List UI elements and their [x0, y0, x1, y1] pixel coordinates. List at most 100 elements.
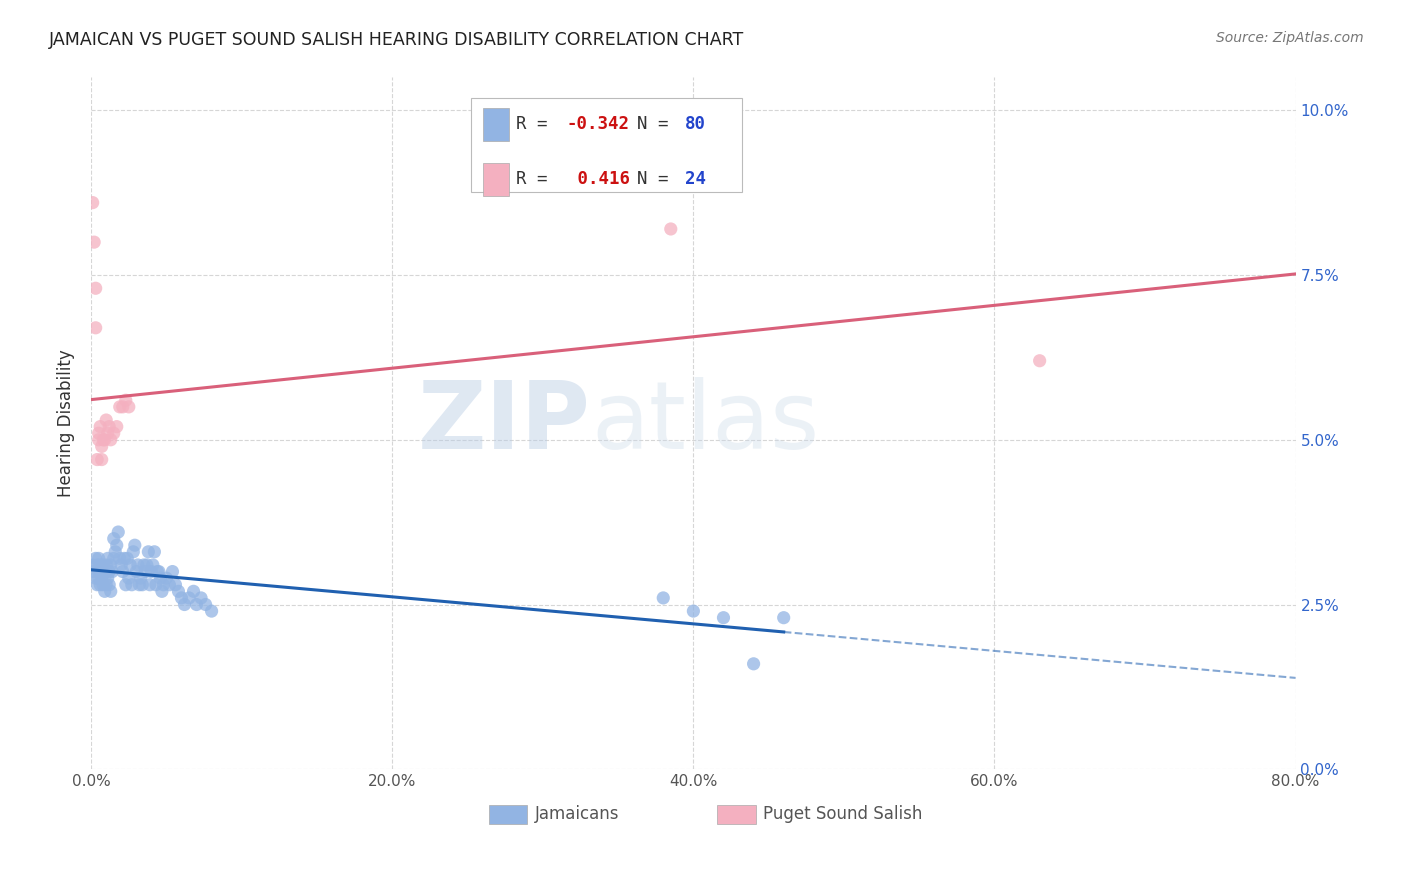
Point [93, 433, 115, 447]
Point [87, 571, 110, 585]
Point [103, 426, 125, 441]
Text: R =: R = [516, 170, 558, 188]
Point [108, 400, 131, 414]
Point [82, 195, 104, 210]
Point [91, 578, 114, 592]
Point [118, 571, 141, 585]
Point [98, 578, 121, 592]
Point [110, 558, 132, 572]
Point [142, 558, 165, 572]
Point [91, 558, 114, 572]
Point [86, 578, 108, 592]
Point [87, 565, 110, 579]
Point [89, 558, 111, 572]
Point [98, 419, 121, 434]
Point [96, 565, 118, 579]
Point [100, 584, 122, 599]
Point [128, 578, 150, 592]
Point [89, 578, 111, 592]
Bar [717, 805, 756, 824]
Point [190, 591, 212, 605]
Point [183, 584, 205, 599]
Point [96, 558, 118, 572]
Text: R =: R = [516, 115, 558, 134]
Point [120, 558, 142, 572]
FancyBboxPatch shape [471, 98, 741, 192]
Point [97, 426, 120, 441]
Point [89, 419, 111, 434]
Point [84, 320, 107, 334]
Point [177, 591, 200, 605]
Point [105, 538, 128, 552]
Point [105, 419, 128, 434]
Point [97, 551, 120, 566]
Point [111, 400, 134, 414]
Point [186, 598, 208, 612]
Point [100, 433, 122, 447]
Y-axis label: Hearing Disability: Hearing Disability [58, 350, 75, 497]
Text: N =: N = [637, 115, 679, 134]
Point [121, 578, 143, 592]
Point [122, 545, 145, 559]
Point [114, 393, 136, 408]
Text: ZIP: ZIP [418, 377, 591, 469]
Point [96, 578, 118, 592]
Point [155, 571, 177, 585]
Point [83, 235, 105, 249]
Point [162, 565, 184, 579]
Point [129, 571, 152, 585]
Point [139, 578, 162, 592]
Point [124, 538, 146, 552]
Point [682, 604, 704, 618]
Point [194, 598, 217, 612]
Point [97, 571, 120, 585]
Text: N =: N = [637, 170, 679, 188]
Text: Jamaicans: Jamaicans [534, 805, 619, 823]
Point [108, 551, 131, 566]
Point [93, 565, 115, 579]
Point [159, 578, 181, 592]
Point [90, 571, 112, 585]
Point [141, 565, 163, 579]
Point [96, 413, 118, 427]
Point [87, 426, 110, 441]
Point [83, 565, 105, 579]
Text: 24: 24 [685, 170, 706, 188]
Point [84, 281, 107, 295]
Point [200, 604, 222, 618]
Text: 0.416: 0.416 [567, 170, 630, 188]
Text: 80: 80 [685, 115, 706, 134]
Point [135, 558, 157, 572]
Point [93, 584, 115, 599]
Point [111, 565, 134, 579]
Point [713, 610, 735, 624]
Text: Puget Sound Salish: Puget Sound Salish [763, 805, 922, 823]
Point [1028, 353, 1050, 368]
Point [170, 591, 193, 605]
Point [145, 578, 167, 592]
Bar [489, 805, 527, 824]
Point [659, 222, 682, 236]
Text: -0.342: -0.342 [567, 115, 630, 134]
Point [143, 545, 166, 559]
Point [652, 591, 675, 605]
Point [90, 439, 112, 453]
Point [150, 584, 173, 599]
Point [91, 433, 114, 447]
Point [125, 565, 148, 579]
Point [90, 452, 112, 467]
Point [103, 532, 125, 546]
Point [132, 558, 155, 572]
Point [138, 545, 160, 559]
Point [84, 551, 107, 566]
Text: JAMAICAN VS PUGET SOUND SALISH HEARING DISABILITY CORRELATION CHART: JAMAICAN VS PUGET SOUND SALISH HEARING D… [49, 31, 744, 49]
Point [149, 571, 172, 585]
Point [134, 565, 156, 579]
Point [118, 400, 141, 414]
Point [82, 558, 104, 572]
Point [112, 551, 135, 566]
Point [152, 578, 174, 592]
Point [148, 565, 170, 579]
Point [98, 565, 121, 579]
Point [107, 524, 129, 539]
